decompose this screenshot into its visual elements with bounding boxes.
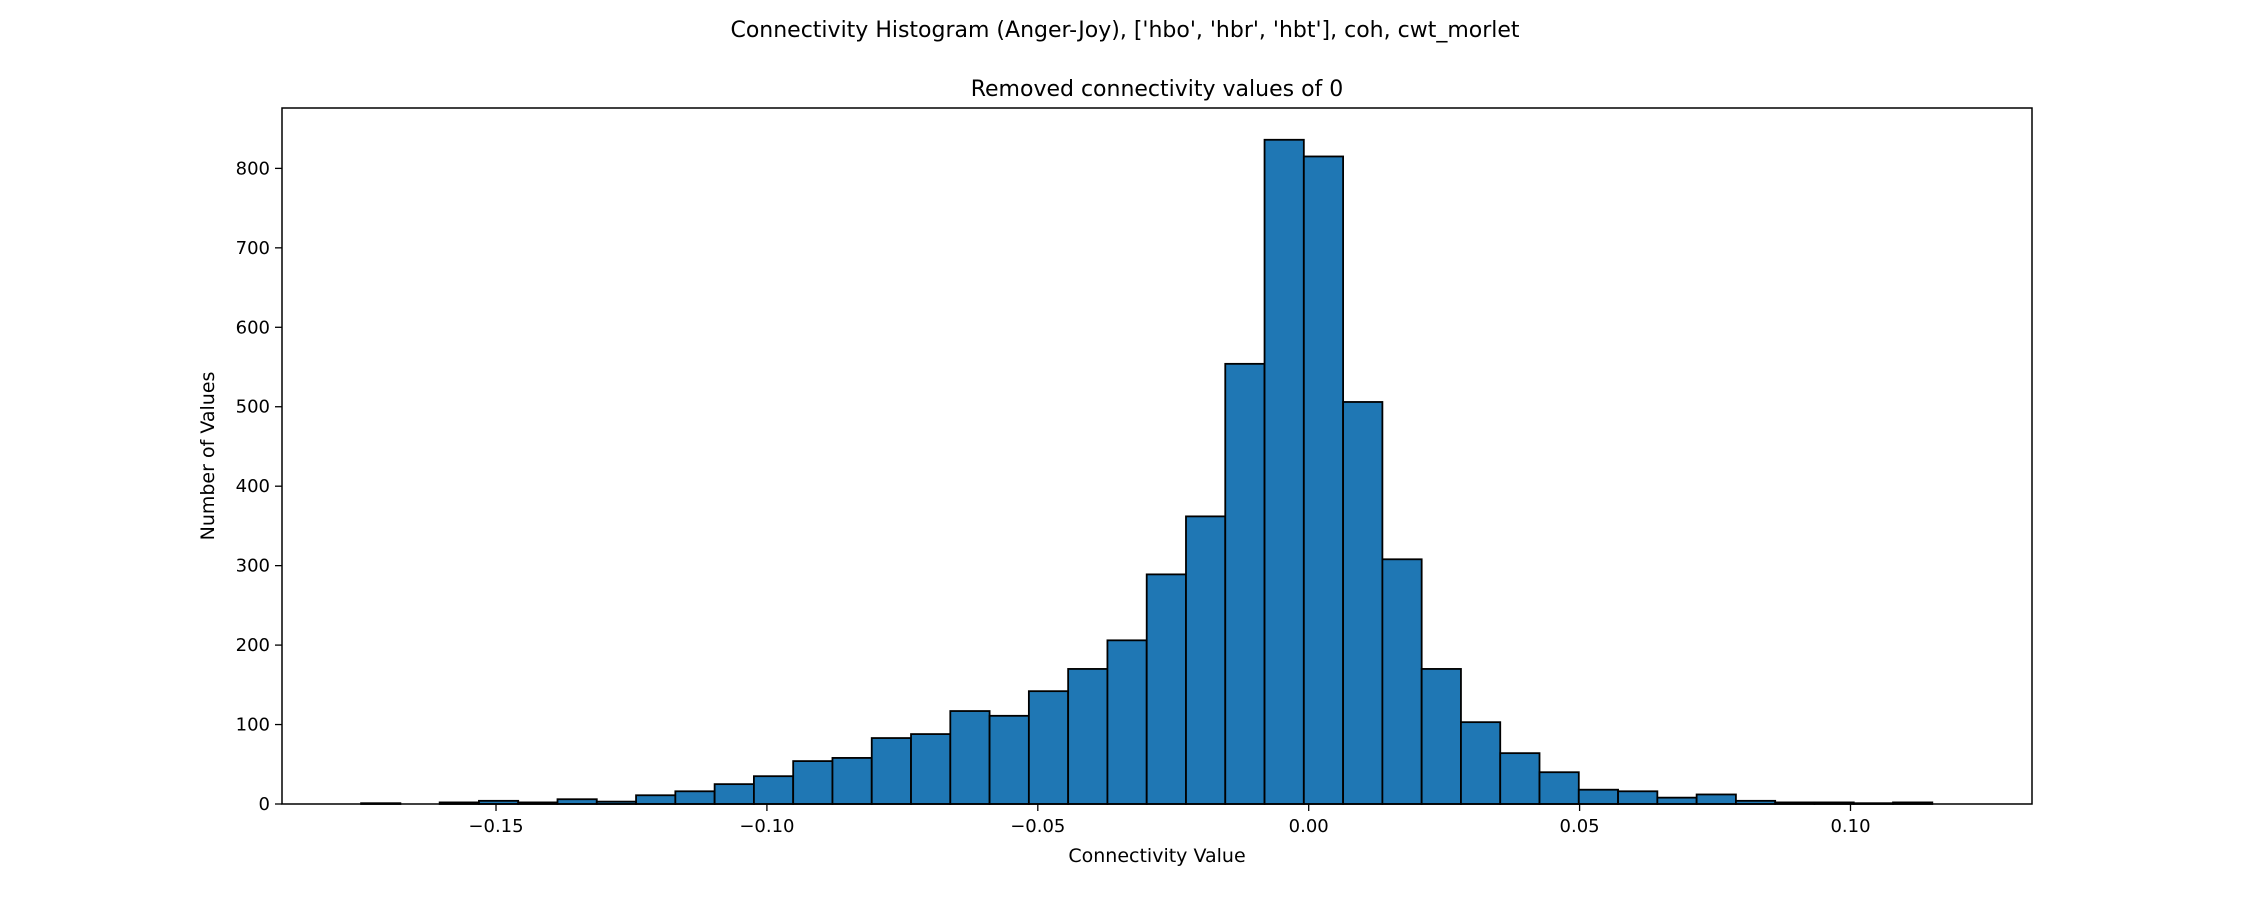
y-tick-label: 300: [236, 556, 270, 577]
y-tick-label: 800: [236, 158, 270, 179]
x-tick-label: 0.05: [1560, 816, 1600, 837]
histogram-bar: [1538, 771, 1580, 805]
y-axis-ticks: 0 100 200 300 400 500 600 700 800: [236, 158, 282, 815]
histogram-bar: [1695, 793, 1737, 805]
chart-title: Removed connectivity values of 0: [971, 77, 1344, 102]
histogram-bar: [1027, 690, 1070, 805]
histogram-bar: [1342, 401, 1384, 805]
x-tick-label: 0.00: [1289, 816, 1329, 837]
y-tick-label: 600: [236, 317, 270, 338]
histogram-bar: [1460, 721, 1502, 805]
y-tick-label: 500: [236, 397, 270, 418]
x-tick-label: −0.10: [739, 816, 794, 837]
x-axis-label: Connectivity Value: [1068, 845, 1245, 867]
plot-area-frame: [281, 107, 2033, 805]
histogram-bar: [1381, 558, 1423, 805]
histogram-bars: [360, 138, 1934, 805]
x-axis-ticks: −0.15 −0.10 −0.05 0.00 0.05 0.10: [468, 804, 1871, 837]
y-axis-label: Number of Values: [197, 372, 219, 541]
histogram-bar: [713, 783, 755, 805]
histogram-bar: [1617, 790, 1659, 805]
histogram-bar: [635, 794, 677, 805]
histogram-bar: [831, 757, 873, 805]
histogram-bar: [1577, 788, 1619, 805]
histogram-bar: [1263, 138, 1305, 805]
histogram-bar: [1067, 668, 1109, 805]
x-tick-label: −0.05: [1010, 816, 1065, 837]
histogram-bar: [910, 733, 952, 805]
x-tick-label: −0.15: [468, 816, 523, 837]
histogram-bar: [988, 714, 1030, 805]
histogram-bar: [674, 790, 716, 805]
y-tick-label: 0: [259, 794, 270, 815]
histogram-bar: [1302, 155, 1345, 805]
histogram-bar: [792, 760, 834, 805]
histogram-bar: [1224, 362, 1266, 805]
figure-suptitle: Connectivity Histogram (Anger-Joy), ['hb…: [730, 18, 1519, 43]
histogram-bar: [1499, 752, 1541, 805]
histogram-bar: [1656, 796, 1698, 805]
histogram-bar: [1106, 639, 1148, 805]
y-tick-label: 700: [236, 238, 270, 259]
histogram-bar: [949, 710, 991, 805]
histogram-bar: [1145, 573, 1187, 805]
y-tick-label: 200: [236, 635, 270, 656]
x-tick-label: 0.10: [1830, 816, 1870, 837]
y-tick-label: 400: [236, 476, 270, 497]
histogram-bar: [1420, 668, 1462, 805]
y-tick-label: 100: [236, 715, 270, 736]
histogram-bar: [870, 737, 912, 805]
histogram-bar: [753, 775, 795, 805]
histogram-bar: [1185, 515, 1227, 805]
